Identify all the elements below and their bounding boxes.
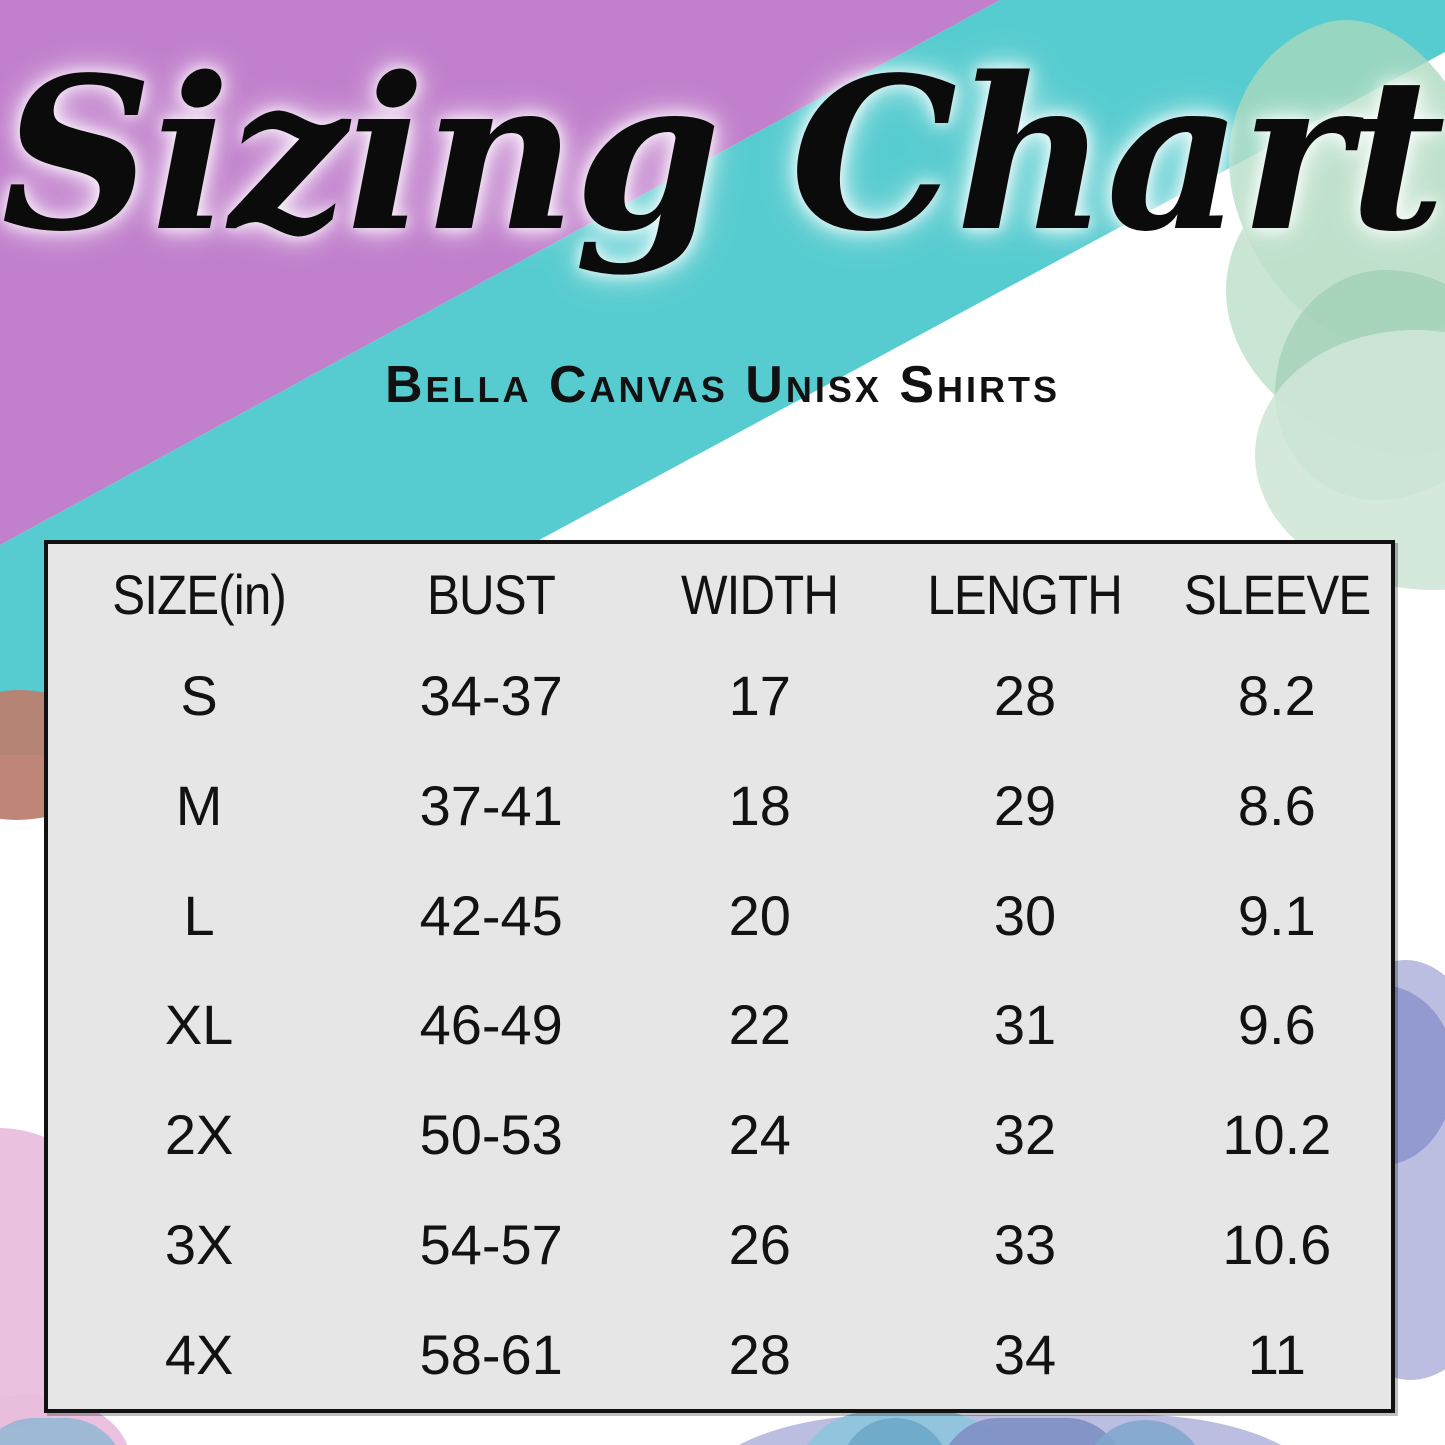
table-row: XL 46-49 22 31 9.6: [48, 970, 1391, 1080]
cell-bust: 54-57: [419, 1212, 563, 1276]
table-row: 2X 50-53 24 32 10.2: [48, 1080, 1391, 1190]
table-row: S 34-37 17 28 8.2: [48, 641, 1391, 751]
cell-sleeve: 11: [1247, 1322, 1306, 1386]
cell-sleeve: 10.6: [1222, 1212, 1332, 1276]
cell-length: 28: [993, 664, 1057, 728]
cell-bust: 50-53: [419, 1103, 563, 1167]
cell-size: M: [175, 774, 223, 838]
page-title: Sizing Chart: [1, 31, 1445, 278]
cell-bust: 34-37: [419, 664, 563, 728]
cell-bust: 46-49: [419, 993, 563, 1057]
page-subtitle: Bella Canvas Unisx Shirts: [384, 356, 1061, 414]
table-row: L 42-45 20 30 9.1: [48, 860, 1391, 970]
cell-size: 2X: [164, 1103, 234, 1167]
cell-width: 24: [728, 1103, 791, 1167]
cell-length: 30: [993, 883, 1057, 947]
cell-bust: 58-61: [419, 1322, 563, 1386]
cell-width: 18: [728, 774, 791, 838]
cell-size: 4X: [164, 1322, 234, 1386]
cell-bust: 42-45: [419, 883, 563, 947]
cell-sleeve: 9.6: [1237, 993, 1316, 1057]
cell-width: 26: [728, 1212, 791, 1276]
cell-size: S: [180, 664, 218, 728]
sizing-table-card: SIZE(in) BUST WIDTH LENGTH SLEEVE S 34-3…: [44, 540, 1395, 1413]
cell-sleeve: 8.2: [1237, 664, 1316, 728]
cell-width: 28: [728, 1322, 791, 1386]
table-row: M 37-41 18 29 8.6: [48, 751, 1391, 861]
column-header-bust: BUST: [427, 563, 556, 626]
cell-size: L: [183, 883, 215, 947]
column-header-size: SIZE(in): [112, 563, 287, 626]
table-row: 3X 54-57 26 33 10.6: [48, 1190, 1391, 1300]
cell-size: 3X: [164, 1212, 234, 1276]
cell-size: XL: [164, 993, 234, 1057]
table-row: 4X 58-61 28 34 11: [48, 1299, 1391, 1409]
column-header-length: LENGTH: [927, 563, 1123, 626]
cell-bust: 37-41: [419, 774, 563, 838]
cell-sleeve: 10.2: [1222, 1103, 1332, 1167]
cell-length: 31: [993, 993, 1057, 1057]
cell-length: 32: [993, 1103, 1057, 1167]
cell-width: 20: [728, 883, 791, 947]
cell-sleeve: 8.6: [1237, 774, 1316, 838]
sizing-table: SIZE(in) BUST WIDTH LENGTH SLEEVE S 34-3…: [48, 544, 1391, 1409]
cell-sleeve: 9.1: [1237, 883, 1316, 947]
cell-length: 33: [993, 1212, 1057, 1276]
cell-length: 34: [993, 1322, 1057, 1386]
title-block: Sizing Chart: [0, 31, 1445, 278]
cell-width: 22: [728, 993, 791, 1057]
table-header-row: SIZE(in) BUST WIDTH LENGTH SLEEVE: [48, 544, 1391, 641]
cell-length: 29: [993, 774, 1057, 838]
column-header-sleeve: SLEEVE: [1183, 563, 1371, 626]
cell-width: 17: [728, 664, 791, 728]
column-header-width: WIDTH: [681, 563, 839, 626]
